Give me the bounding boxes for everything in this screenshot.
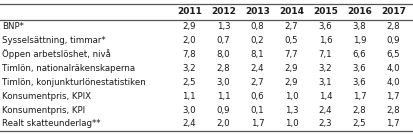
Text: 2,9: 2,9	[284, 78, 297, 87]
Text: 0,7: 0,7	[216, 36, 230, 45]
Text: 3,2: 3,2	[182, 64, 195, 73]
Text: 0,9: 0,9	[386, 36, 399, 45]
Text: 2017: 2017	[380, 7, 405, 16]
Text: 2,0: 2,0	[182, 36, 195, 45]
Text: 2,9: 2,9	[182, 22, 195, 31]
Text: Öppen arbetslöshet, nivå: Öppen arbetslöshet, nivå	[2, 49, 110, 59]
Text: 0,9: 0,9	[216, 106, 230, 115]
Text: Timlön, nationalräkenskaperna: Timlön, nationalräkenskaperna	[2, 64, 135, 73]
Text: 2,7: 2,7	[250, 78, 263, 87]
Text: 3,6: 3,6	[352, 78, 365, 87]
Text: 2012: 2012	[211, 7, 235, 16]
Text: 4,0: 4,0	[386, 64, 399, 73]
Text: 2,5: 2,5	[352, 119, 365, 129]
Text: 1,7: 1,7	[250, 119, 263, 129]
Text: 2014: 2014	[278, 7, 303, 16]
Text: Sysselsättning, timmar*: Sysselsättning, timmar*	[2, 36, 105, 45]
Text: 1,7: 1,7	[352, 92, 365, 101]
Text: 2,0: 2,0	[216, 119, 230, 129]
Text: 1,1: 1,1	[182, 92, 195, 101]
Text: Timlön, konjunkturlönestatistiken: Timlön, konjunkturlönestatistiken	[2, 78, 145, 87]
Text: 2,4: 2,4	[318, 106, 331, 115]
Text: 3,0: 3,0	[216, 78, 230, 87]
Text: 3,8: 3,8	[352, 22, 365, 31]
Text: 7,7: 7,7	[284, 50, 297, 59]
Text: 1,4: 1,4	[318, 92, 331, 101]
Text: 2,8: 2,8	[386, 22, 399, 31]
Text: 0,8: 0,8	[250, 22, 263, 31]
Text: 2,8: 2,8	[216, 64, 230, 73]
Text: BNP*: BNP*	[2, 22, 24, 31]
Text: 2,3: 2,3	[318, 119, 331, 129]
Text: 3,1: 3,1	[318, 78, 331, 87]
Text: 1,0: 1,0	[284, 92, 297, 101]
Text: 6,6: 6,6	[352, 50, 365, 59]
Text: 3,0: 3,0	[182, 106, 195, 115]
Text: 3,2: 3,2	[318, 64, 331, 73]
Text: Konsumentpris, KPIX: Konsumentpris, KPIX	[2, 92, 90, 101]
Text: 2013: 2013	[244, 7, 269, 16]
Text: 1,3: 1,3	[216, 22, 230, 31]
Text: 1,3: 1,3	[284, 106, 297, 115]
Text: 2015: 2015	[312, 7, 337, 16]
Text: 3,6: 3,6	[318, 22, 331, 31]
Text: Realt skatteunderlag**: Realt skatteunderlag**	[2, 119, 100, 129]
Text: 2,5: 2,5	[182, 78, 195, 87]
Text: 1,7: 1,7	[386, 92, 399, 101]
Text: 0,6: 0,6	[250, 92, 263, 101]
Text: 1,7: 1,7	[386, 119, 399, 129]
Text: 2,4: 2,4	[182, 119, 195, 129]
Text: 2,4: 2,4	[250, 64, 263, 73]
Text: 7,8: 7,8	[182, 50, 195, 59]
Text: Konsumentpris, KPI: Konsumentpris, KPI	[2, 106, 85, 115]
Text: 3,6: 3,6	[352, 64, 365, 73]
Text: 2016: 2016	[346, 7, 371, 16]
Text: 1,0: 1,0	[284, 119, 297, 129]
Text: 1,9: 1,9	[352, 36, 365, 45]
Text: 8,1: 8,1	[250, 50, 263, 59]
Text: 2,8: 2,8	[386, 106, 399, 115]
Text: 0,5: 0,5	[284, 36, 297, 45]
Text: 2011: 2011	[176, 7, 201, 16]
Text: 1,6: 1,6	[318, 36, 331, 45]
Text: 6,5: 6,5	[386, 50, 399, 59]
Text: 0,2: 0,2	[250, 36, 263, 45]
Text: 7,1: 7,1	[318, 50, 331, 59]
Text: 8,0: 8,0	[216, 50, 230, 59]
Text: 1,1: 1,1	[216, 92, 230, 101]
Text: 2,7: 2,7	[284, 22, 297, 31]
Text: 2,8: 2,8	[352, 106, 365, 115]
Text: 0,1: 0,1	[250, 106, 263, 115]
Text: 4,0: 4,0	[386, 78, 399, 87]
Text: 2,9: 2,9	[284, 64, 297, 73]
